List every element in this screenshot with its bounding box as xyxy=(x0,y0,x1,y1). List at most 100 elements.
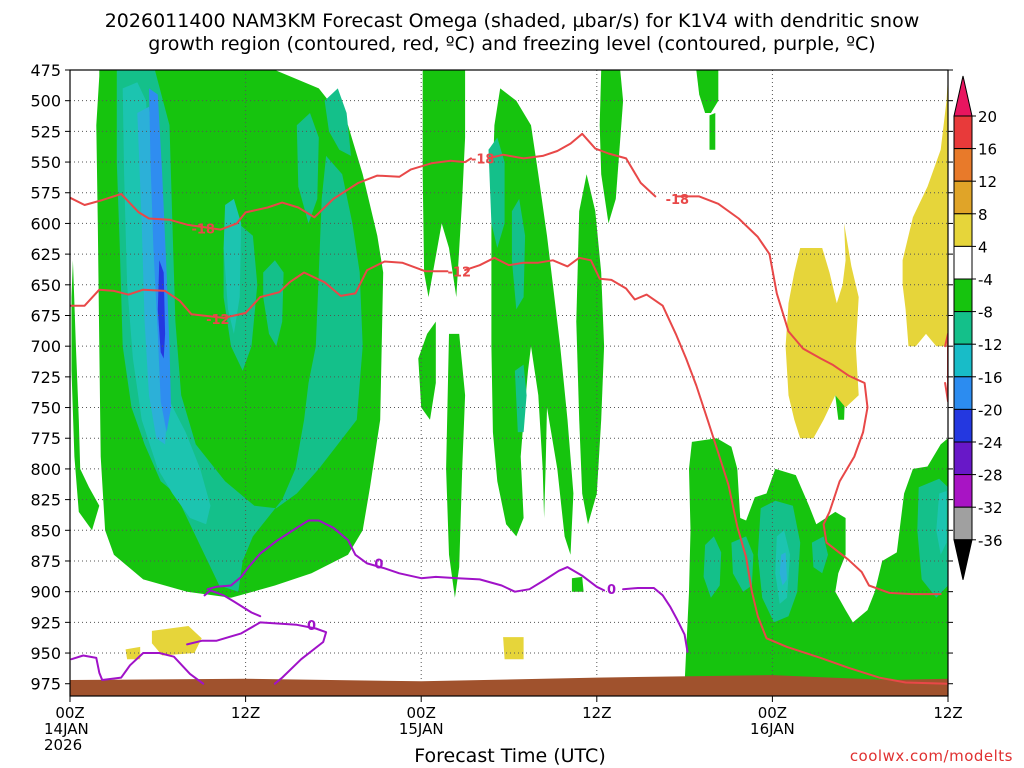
colorbar-segment-13 xyxy=(953,506,973,541)
x-tick-label-0-1: 14JAN xyxy=(44,720,89,738)
colorbar-segment-3 xyxy=(953,180,973,215)
omega-region-m4-6 xyxy=(576,174,605,525)
credit-text: coolwx.com/modelts xyxy=(850,747,1013,765)
colorbar-label-3: 8 xyxy=(978,206,988,224)
omega-region-m4-9 xyxy=(709,113,716,150)
contour-label-8: 0 xyxy=(374,557,383,572)
y-tick-label-700: 700 xyxy=(30,337,61,356)
y-tick-label-600: 600 xyxy=(30,214,61,233)
contour-label-0: -18 xyxy=(191,222,215,237)
colorbar-label-13: -36 xyxy=(978,532,1003,550)
colorbar-label-4: 4 xyxy=(978,238,988,256)
omega-region-m4-5 xyxy=(491,88,574,555)
colorbar-bottom-arrow xyxy=(953,539,973,580)
colorbar-segment-2 xyxy=(953,148,973,182)
omega-region-m8-19 xyxy=(488,137,505,248)
dgz-contour-3 xyxy=(70,260,449,319)
y-axis: 475 500 525 550 575 600 625 650 675 700 725 750 775 8… xyxy=(30,61,953,694)
y-tick-label-800: 800 xyxy=(30,460,61,479)
omega-region-p4-35 xyxy=(785,223,859,439)
x-tick-label-0-0: 00Z xyxy=(55,704,84,722)
contour-label-4: -12 xyxy=(448,265,472,280)
x-tick-label-24-0: 00Z xyxy=(407,704,436,722)
x-axis-label: Forecast Time (UTC) xyxy=(414,745,605,767)
omega-region-m8-18 xyxy=(324,88,351,156)
freezing-contour-10 xyxy=(203,589,262,618)
colorbar-label-12: -32 xyxy=(978,499,1003,517)
y-tick-label-875: 875 xyxy=(30,552,61,571)
omega-region-p4-37 xyxy=(151,626,202,656)
colorbar-label-8: -16 xyxy=(978,369,1003,387)
freezing-contour-6 xyxy=(186,621,328,685)
y-tick-label-775: 775 xyxy=(30,429,61,448)
colorbar-label-7: -12 xyxy=(978,336,1003,354)
colorbar-label-6: -8 xyxy=(978,304,993,322)
y-tick-label-500: 500 xyxy=(30,92,61,111)
dgz-contour-0 xyxy=(70,157,472,231)
colorbar-segment-7 xyxy=(953,311,973,345)
omega-region-m16-31 xyxy=(137,106,167,445)
chart-title-line-2: growth region (contoured, red, ºC) and f… xyxy=(148,33,875,55)
omega-region-m8-21 xyxy=(514,364,527,433)
freezing-contour-9 xyxy=(622,587,689,653)
terrain-layer xyxy=(70,675,948,696)
omega-region-m8-23 xyxy=(731,536,754,592)
chart-title-line-1: 2026011400 NAM3KM Forecast Omega (shaded… xyxy=(105,10,920,32)
y-tick-label-475: 475 xyxy=(30,61,61,80)
y-tick-label-550: 550 xyxy=(30,153,61,172)
omega-region-m8-22 xyxy=(703,536,722,598)
y-tick-label-725: 725 xyxy=(30,368,61,387)
x-tick-label-0-2: 2026 xyxy=(44,736,82,754)
colorbar-label-11: -28 xyxy=(978,467,1003,485)
dgz-contour-1 xyxy=(487,132,657,198)
omega-region-p4-36 xyxy=(902,76,948,347)
colorbar-segment-10 xyxy=(953,408,973,443)
x-tick-label-24-1: 15JAN xyxy=(399,720,444,738)
contour-layer: -18 -18 -18 -12 -12 0 0 0 xyxy=(70,132,948,685)
colorbar-label-2: 12 xyxy=(978,173,997,191)
terrain-fill xyxy=(70,675,948,696)
omega-region-m4-10 xyxy=(571,576,584,592)
dgz-contour-4 xyxy=(464,256,948,685)
omega-region-m24-34 xyxy=(157,260,166,359)
colorbar-segment-9 xyxy=(953,376,973,410)
contour-label-3: -12 xyxy=(206,313,230,328)
y-tick-label-825: 825 xyxy=(30,491,61,510)
y-tick-label-525: 525 xyxy=(30,122,61,141)
y-tick-label-575: 575 xyxy=(30,184,61,203)
omega-region-m20-33 xyxy=(149,88,171,433)
colorbar-segment-1 xyxy=(953,115,973,150)
omega-region-m4-3 xyxy=(418,321,436,420)
colorbar-label-9: -20 xyxy=(978,401,1003,419)
omega-region-m4-8 xyxy=(696,70,719,113)
dgz-contour-2 xyxy=(676,195,942,596)
y-tick-label-850: 850 xyxy=(30,521,61,540)
x-tick-label-60-0: 12Z xyxy=(933,704,962,722)
y-tick-label-975: 975 xyxy=(30,675,61,694)
colorbar-segment-5 xyxy=(953,245,973,280)
omega-region-m4-4 xyxy=(446,333,466,598)
colorbar: 20 16 12 8 4 -4 -8 -12 -16 -20 -24 -28 -32 -36 xyxy=(953,75,1003,580)
x-tick-label-36-0: 12Z xyxy=(582,704,611,722)
y-tick-label-900: 900 xyxy=(30,583,61,602)
omega-region-m12-30 xyxy=(936,491,947,555)
y-tick-label-925: 925 xyxy=(30,613,61,632)
omega-region-m4-7 xyxy=(599,70,624,224)
y-tick-label-750: 750 xyxy=(30,399,61,418)
colorbar-top-arrow xyxy=(953,75,973,117)
omega-shading-layer xyxy=(71,70,948,684)
colorbar-segment-6 xyxy=(953,278,973,313)
y-tick-label-625: 625 xyxy=(30,245,61,264)
omega-region-m4-2 xyxy=(422,70,466,298)
colorbar-segment-12 xyxy=(953,474,973,508)
colorbar-label-5: -4 xyxy=(978,271,993,289)
y-tick-label-950: 950 xyxy=(30,644,61,663)
colorbar-segment-8 xyxy=(953,343,973,378)
colorbar-segment-11 xyxy=(953,441,973,476)
colorbar-segment-4 xyxy=(953,213,973,247)
contour-label-2: -18 xyxy=(666,193,690,208)
plot-frame xyxy=(69,69,949,697)
omega-region-m4-1 xyxy=(71,260,100,531)
omega-region-m12-28 xyxy=(223,198,242,334)
